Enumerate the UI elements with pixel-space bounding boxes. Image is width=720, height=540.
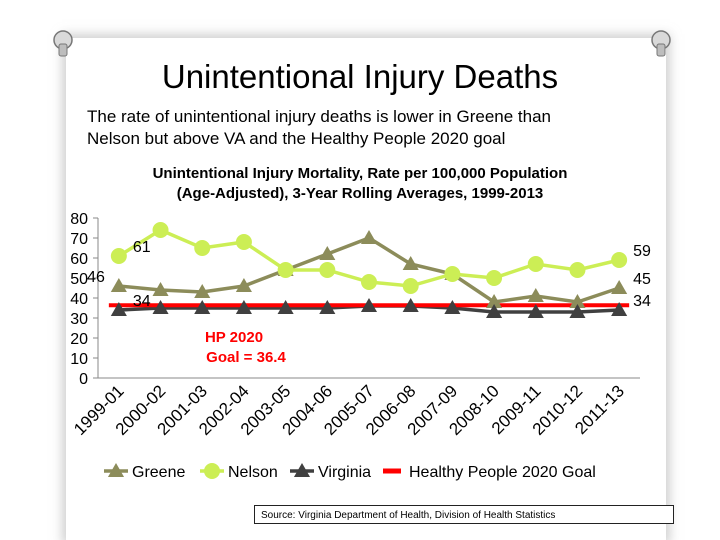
hp2020-annotation-line-1: HP 2020 <box>205 329 263 346</box>
virginia-point <box>152 299 169 315</box>
legend-marker-greene <box>107 462 125 478</box>
legend-marker-nelson <box>204 463 220 479</box>
y-tick-label: 30 <box>70 311 88 328</box>
nelson-point <box>611 252 628 268</box>
virginia-point <box>611 301 628 317</box>
y-tick-label: 60 <box>70 251 88 268</box>
nelson-point <box>527 256 544 272</box>
chart-title-line-2: (Age-Adjusted), 3-Year Rolling Averages,… <box>177 185 544 202</box>
y-tick-label: 0 <box>79 371 88 388</box>
virginia-point <box>110 301 127 317</box>
greene-point <box>152 281 169 297</box>
slide-subtitle: The rate of unintentional injury deaths … <box>87 107 551 148</box>
legend-item-virginia: Virginia <box>290 462 371 481</box>
virginia-point <box>402 297 419 313</box>
legend-label-greene: Greene <box>132 464 185 481</box>
greene-point <box>319 245 336 261</box>
nelson-point <box>235 234 252 250</box>
greene-point <box>110 277 127 293</box>
virginia-point <box>486 303 503 319</box>
greene-point <box>194 283 211 299</box>
virginia-point <box>527 303 544 319</box>
y-tick-label: 50 <box>70 271 88 288</box>
legend-label-virginia: Virginia <box>318 464 371 481</box>
nelson-data-label: 61 <box>133 239 151 256</box>
greene-point <box>402 255 419 271</box>
nelson-point <box>569 262 586 278</box>
y-tick-label: 20 <box>70 331 88 348</box>
nelson-point <box>402 278 419 294</box>
virginia-data-label: 34 <box>633 293 651 310</box>
nelson-point <box>194 240 211 256</box>
slide-title: Unintentional Injury Deaths <box>161 58 559 95</box>
nelson-point <box>152 222 169 238</box>
greene-data-label: 45 <box>633 271 651 288</box>
virginia-point <box>569 303 586 319</box>
greene-point <box>486 293 503 309</box>
legend-item-healthy-people-2020-goal: Healthy People 2020 Goal <box>383 464 596 481</box>
pin-left-icon <box>53 30 73 57</box>
nelson-point <box>277 262 294 278</box>
legend-item-greene: Greene <box>104 462 185 481</box>
greene-point <box>611 279 628 295</box>
virginia-data-label: 34 <box>133 293 151 310</box>
greene-data-label: 46 <box>87 269 105 286</box>
y-tick-label: 80 <box>70 211 88 228</box>
y-tick-label: 10 <box>70 351 88 368</box>
virginia-point <box>277 299 294 315</box>
legend-item-nelson: Nelson <box>200 463 278 481</box>
greene-point <box>360 229 378 245</box>
legend-label-nelson: Nelson <box>228 464 278 481</box>
nelson-data-label: 59 <box>633 243 651 260</box>
virginia-point <box>360 297 378 313</box>
greene-point <box>235 277 252 293</box>
virginia-point <box>319 299 336 315</box>
greene-line <box>118 236 620 304</box>
nelson-point <box>444 266 461 282</box>
legend-label-healthy-people-2020-goal: Healthy People 2020 Goal <box>409 464 596 481</box>
y-tick-label: 70 <box>70 231 88 248</box>
source-note: Source: Virginia Department of Health, D… <box>254 505 674 524</box>
legend-marker-virginia <box>293 462 311 478</box>
pin-right-icon <box>651 30 671 57</box>
virginia-point <box>444 299 461 315</box>
nelson-point <box>319 262 336 278</box>
virginia-point <box>194 299 211 315</box>
nelson-point <box>110 248 127 264</box>
virginia-point <box>235 299 252 315</box>
y-tick-label: 40 <box>70 291 88 308</box>
nelson-point <box>486 270 503 286</box>
greene-point <box>527 287 544 303</box>
hp2020-annotation-line-2: Goal = 36.4 <box>206 349 286 366</box>
nelson-point <box>361 274 377 290</box>
greene-point <box>569 293 586 309</box>
chart-title-line-1: Unintentional Injury Mortality, Rate per… <box>153 165 568 182</box>
